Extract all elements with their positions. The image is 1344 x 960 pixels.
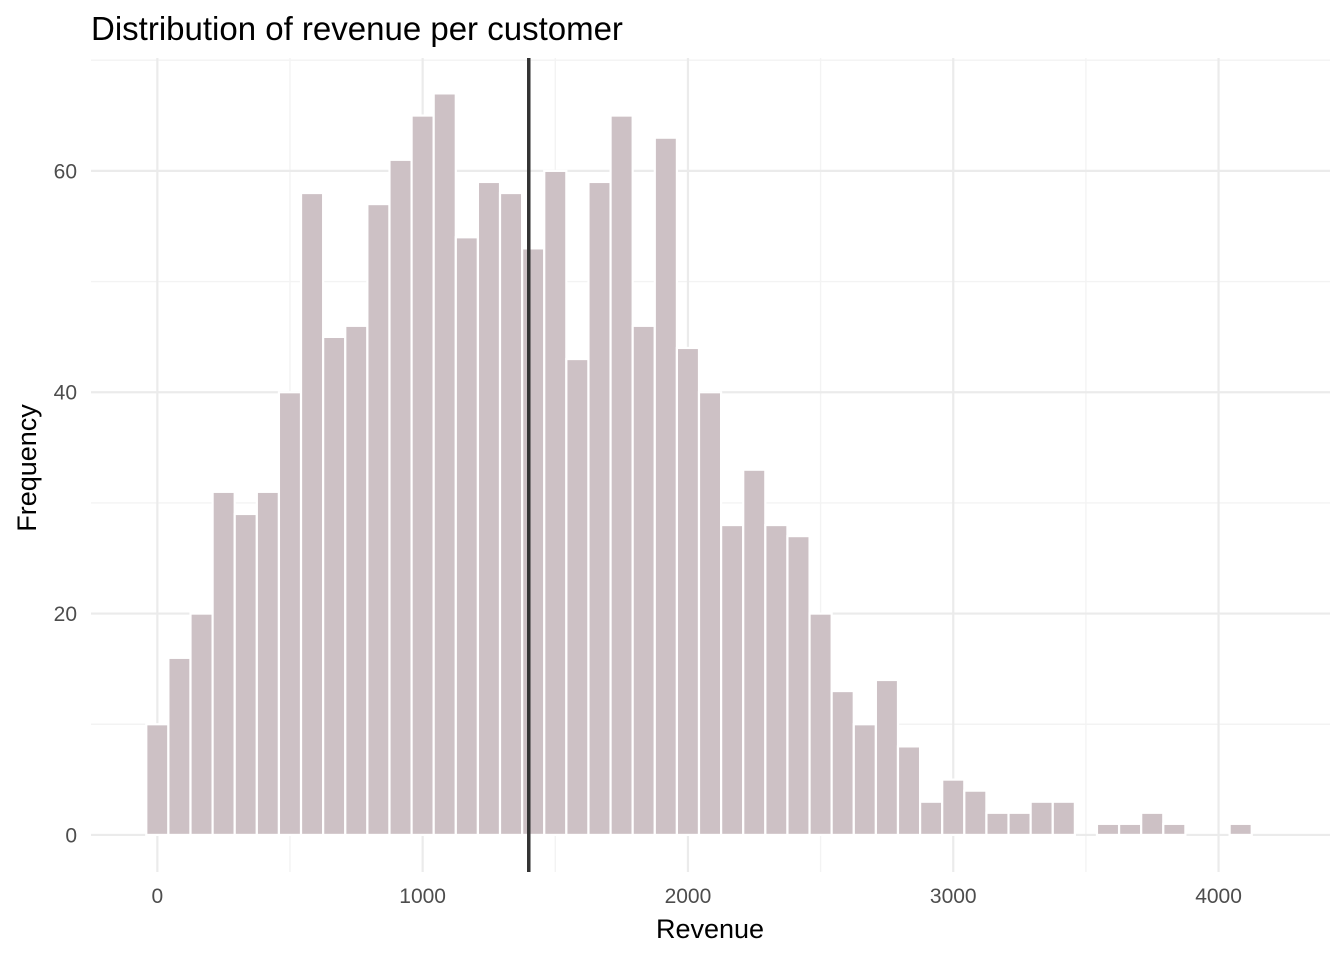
histogram-bar	[476, 180, 502, 837]
histogram-bar	[521, 247, 546, 837]
histogram-bar	[675, 346, 701, 837]
histogram-bar	[1117, 822, 1143, 837]
histogram-bar	[322, 335, 347, 837]
histogram-bar	[299, 191, 325, 837]
x-axis-ticks: 0 1000 2000 3000 4000	[151, 885, 1241, 908]
y-axis-title: Frequency	[12, 404, 42, 532]
histogram-bar	[587, 180, 612, 837]
histogram-bar	[1162, 822, 1187, 837]
histogram-bar	[543, 169, 568, 837]
histogram-bar	[631, 324, 656, 837]
histogram-bar	[941, 778, 966, 837]
histogram-bar	[1007, 811, 1032, 837]
histogram-bar	[410, 114, 435, 837]
histogram-bar	[764, 523, 789, 837]
histogram-bar	[1029, 800, 1054, 837]
histogram-bar	[454, 236, 480, 837]
histogram-bar	[786, 535, 811, 837]
histogram-bar	[388, 158, 413, 837]
histogram-bar	[565, 357, 590, 837]
histogram-bar	[808, 612, 833, 837]
x-tick-label: 0	[151, 885, 163, 908]
x-tick-label: 1000	[399, 885, 446, 908]
histogram-bar	[167, 656, 192, 837]
y-tick-label: 60	[54, 160, 77, 183]
x-tick-label: 3000	[930, 885, 977, 908]
histogram-bar	[255, 490, 281, 837]
histogram-bar	[985, 811, 1010, 837]
histogram-bar	[233, 512, 258, 837]
y-tick-label: 40	[54, 382, 77, 405]
histogram-bar	[366, 202, 391, 837]
histogram-bar	[277, 391, 303, 837]
histogram-bar	[498, 191, 524, 837]
histogram-bar	[720, 523, 745, 837]
histogram-bar	[211, 490, 236, 837]
histogram-bar	[1228, 822, 1253, 837]
x-tick-label: 4000	[1195, 885, 1242, 908]
y-tick-label: 0	[65, 824, 77, 847]
histogram-bars	[145, 92, 1253, 837]
histogram-bar	[830, 689, 855, 837]
histogram-bar	[852, 723, 877, 837]
y-tick-label: 20	[54, 603, 77, 626]
histogram-bar	[1140, 811, 1165, 837]
histogram-bar	[344, 324, 369, 837]
histogram-bar	[653, 136, 678, 837]
histogram-bar	[432, 92, 457, 837]
histogram-bar	[697, 391, 723, 837]
y-axis-ticks: 0 20 40 60	[54, 160, 77, 847]
histogram-bar	[963, 789, 988, 837]
histogram-bar	[896, 745, 922, 837]
histogram-bar	[189, 612, 214, 837]
x-axis-title: Revenue	[656, 914, 764, 944]
histogram-bar	[1051, 800, 1076, 837]
histogram-bar	[609, 114, 634, 837]
histogram-bar	[919, 800, 944, 837]
histogram-bar	[1095, 822, 1121, 837]
chart-title: Distribution of revenue per customer	[91, 10, 623, 47]
histogram-bar	[742, 468, 767, 837]
histogram-bar	[874, 678, 900, 837]
histogram-bar	[145, 723, 170, 837]
x-tick-label: 2000	[665, 885, 712, 908]
